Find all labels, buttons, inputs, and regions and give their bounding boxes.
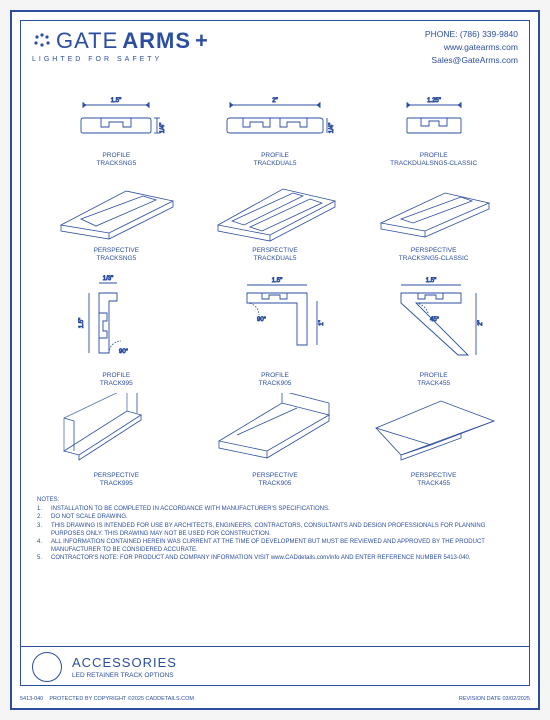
inner-border bbox=[20, 20, 530, 686]
titleblock-text: ACCESSORIES LED RETAINER TRACK OPTIONS bbox=[72, 655, 177, 679]
footer-revision: REVISION DATE 03/02/2025 bbox=[459, 696, 530, 702]
footer: 5413-040 PROTECTED BY COPYRIGHT ©2025 CA… bbox=[20, 696, 530, 702]
footer-copyright: PROTECTED BY COPYRIGHT ©2025 CADDETAILS.… bbox=[49, 696, 194, 702]
titleblock: ACCESSORIES LED RETAINER TRACK OPTIONS bbox=[20, 646, 530, 686]
footer-ref: 5413-040 bbox=[20, 696, 43, 702]
titleblock-title: ACCESSORIES bbox=[72, 655, 177, 670]
titleblock-subtitle: LED RETAINER TRACK OPTIONS bbox=[72, 672, 177, 679]
detail-circle-icon bbox=[32, 652, 62, 682]
drawing-page: GATE ARMS + LIGHTED FOR SAFETY PHONE: (7… bbox=[10, 10, 540, 710]
